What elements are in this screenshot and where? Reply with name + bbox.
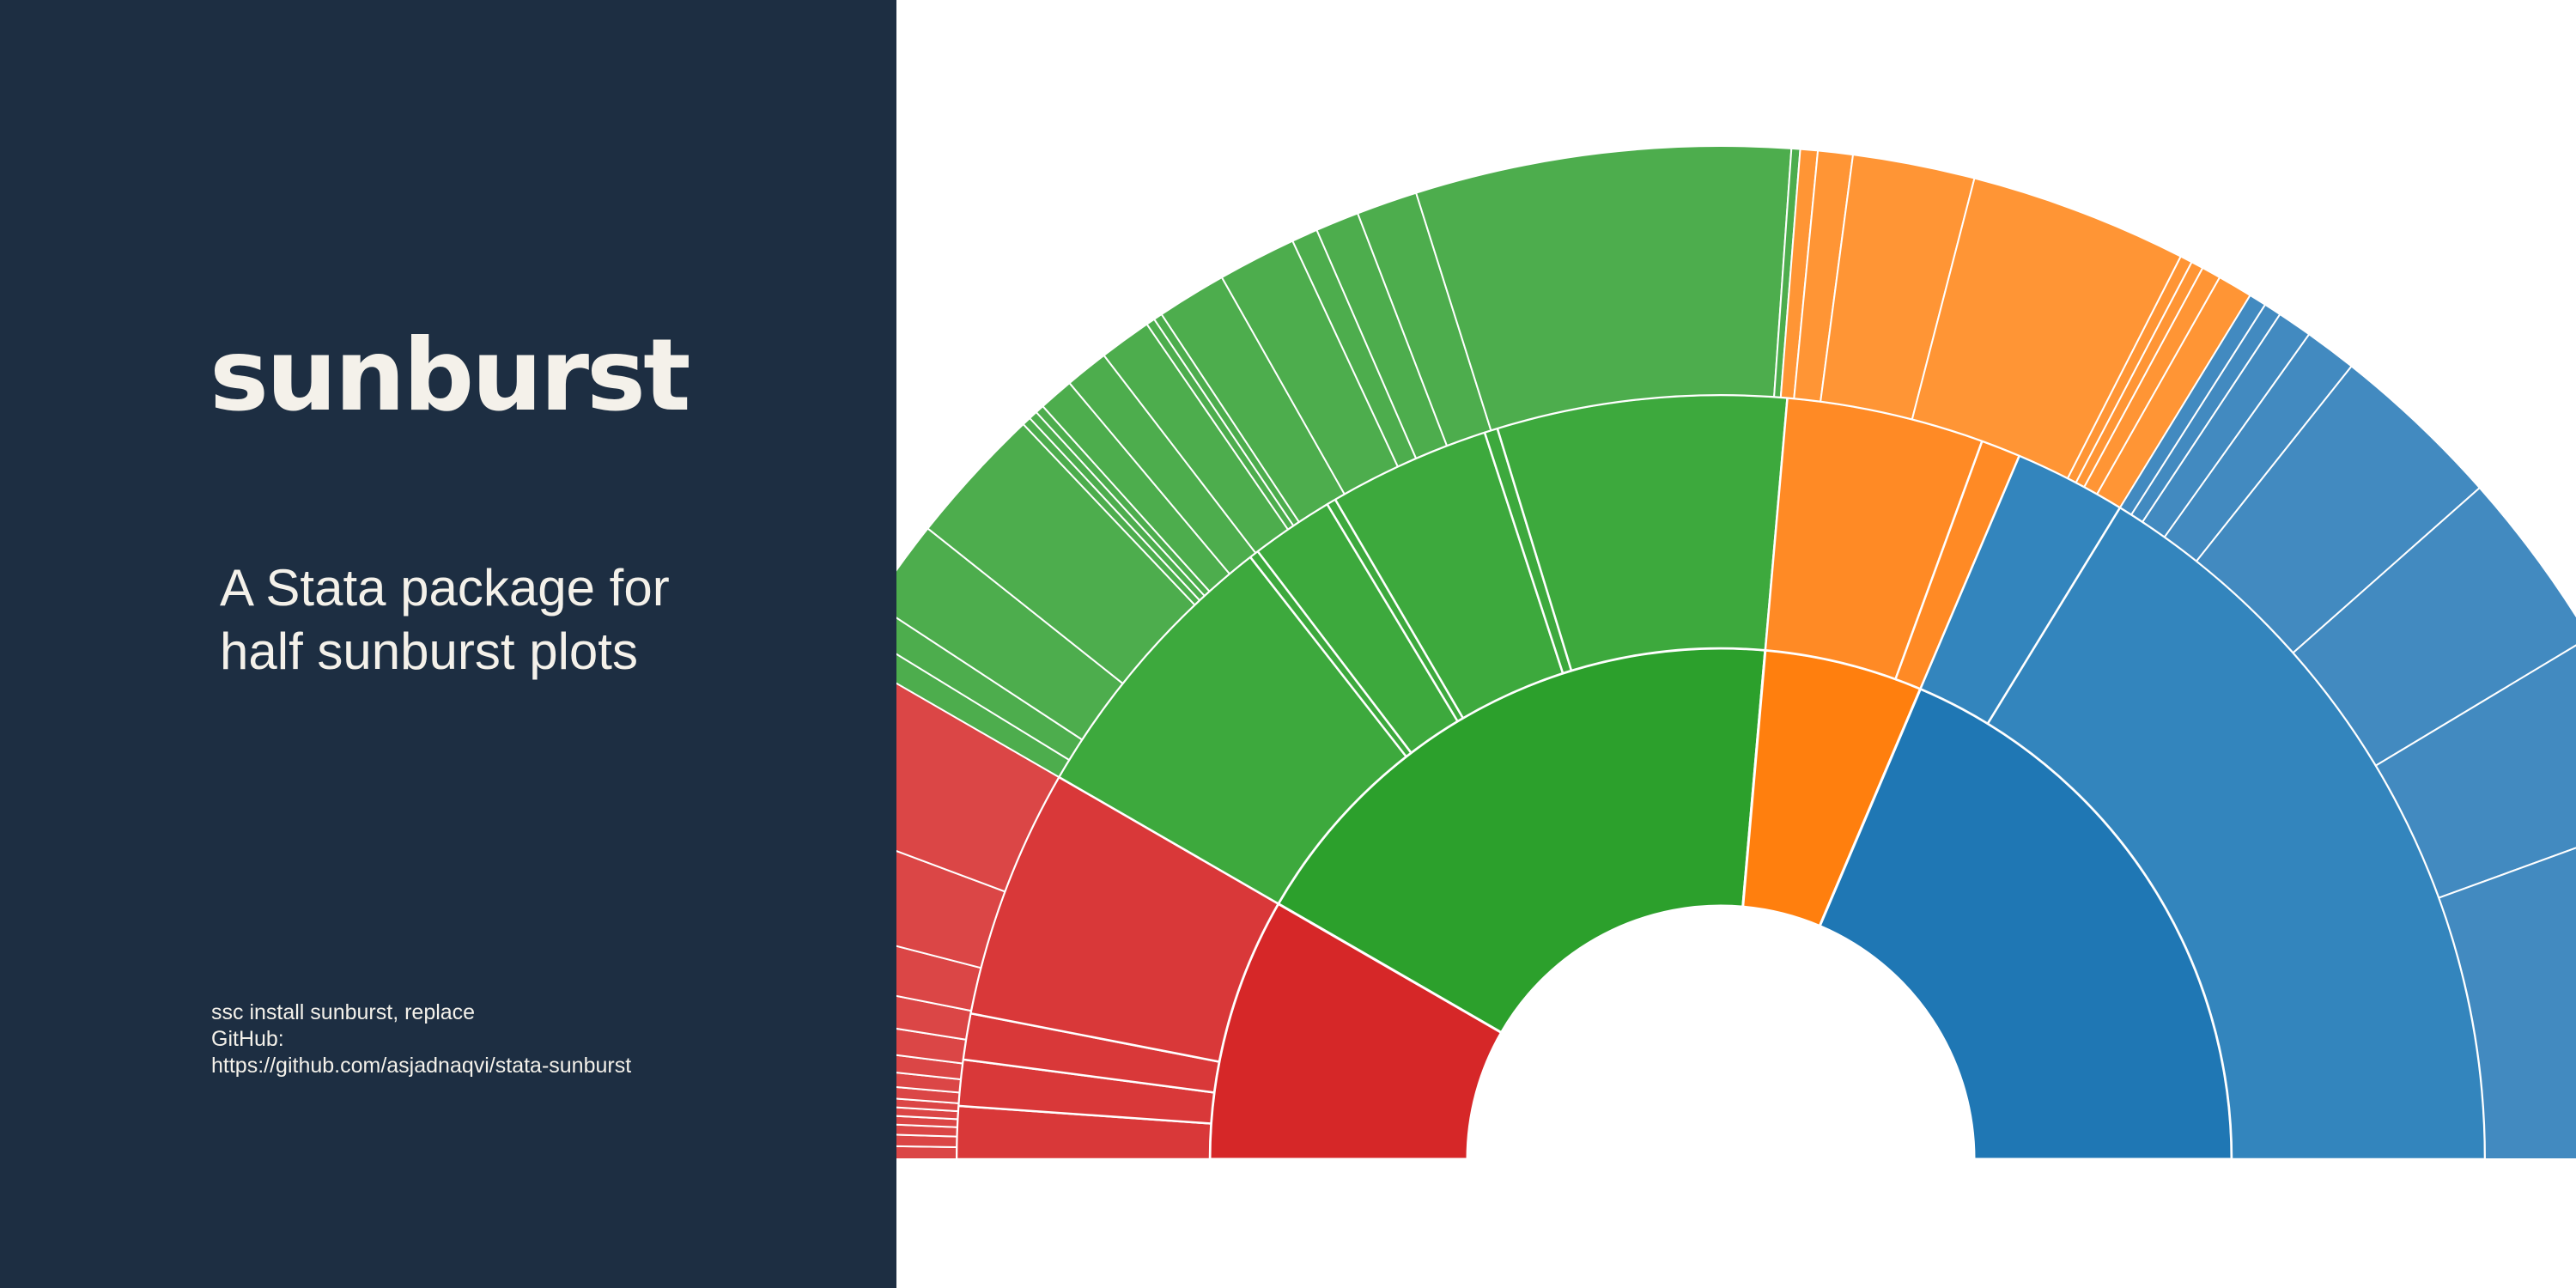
sunburst-svg (896, 144, 2576, 1161)
sunburst-segment-red-level3 (896, 850, 1006, 969)
package-title: sunburst (210, 318, 691, 434)
subtitle-line: half sunburst plots (220, 623, 638, 680)
install-command: ssc install sunburst, replace (211, 1000, 476, 1024)
install-instructions: ssc install sunburst, replace GitHub: ht… (211, 999, 631, 1079)
github-label: GitHub: (211, 1027, 284, 1051)
github-link[interactable]: https://github.com/asjadnaqvi/stata-sunb… (211, 1054, 632, 1078)
side-panel: sunburst A Stata package for half sunbur… (0, 0, 896, 1288)
subtitle-line: A Stata package for (220, 559, 670, 617)
sunburst-segment-blue-level3 (2438, 847, 2576, 1160)
package-subtitle: A Stata package for half sunburst plots (220, 556, 821, 683)
sunburst-chart (896, 0, 2576, 1288)
